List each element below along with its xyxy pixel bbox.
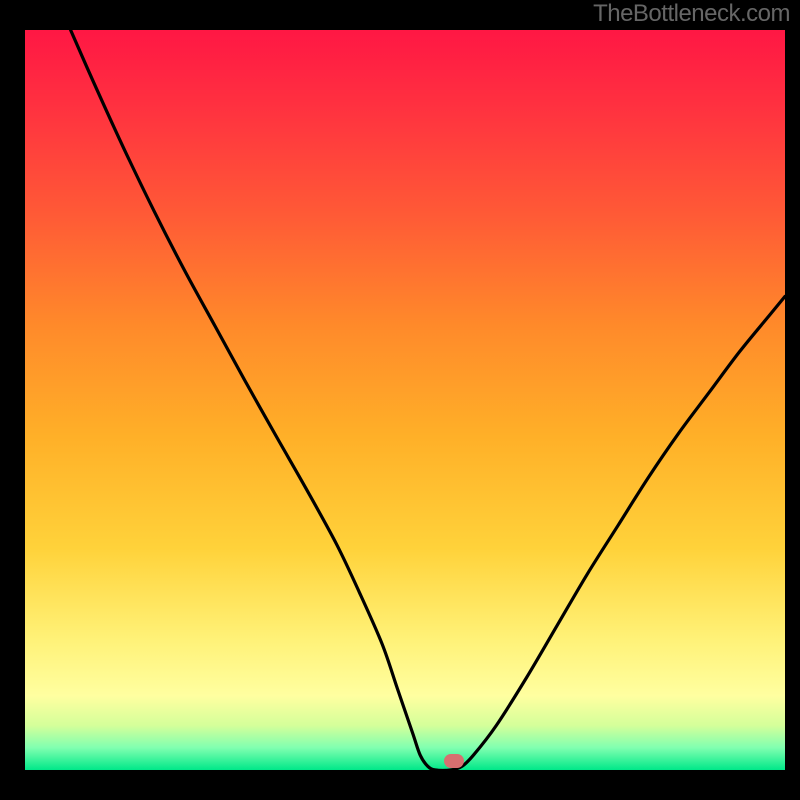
bottleneck-curve bbox=[25, 30, 785, 770]
plot-area bbox=[25, 30, 785, 770]
optimal-point-marker bbox=[444, 754, 464, 768]
attribution-text: TheBottleneck.com bbox=[593, 0, 790, 28]
